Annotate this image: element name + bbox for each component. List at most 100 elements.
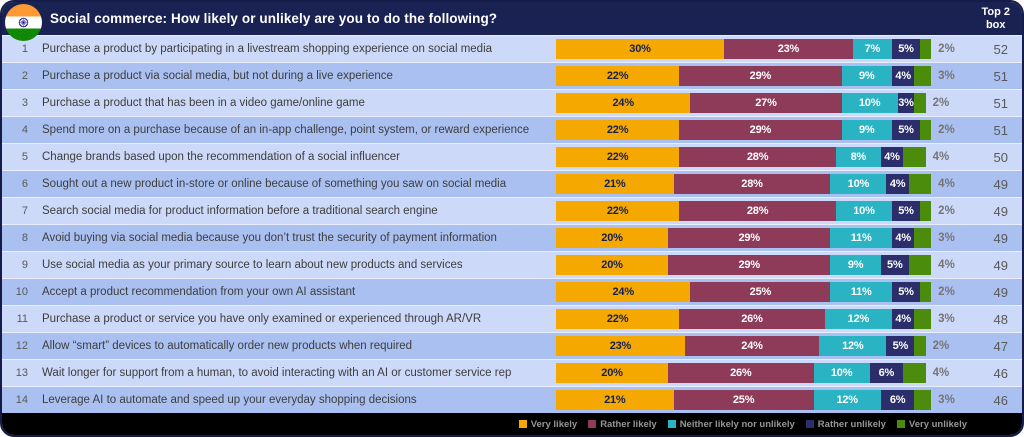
bar-segment-very-unlikely: [908, 255, 932, 275]
row-number: 11: [16, 313, 28, 325]
stacked-bar: 21% 25% 12% 6%: [556, 390, 932, 410]
very-unlikely-outside-label: 3%: [938, 232, 955, 244]
bar-segment-very-unlikely: [914, 93, 926, 113]
bar-segment-rather-unlikely: 4%: [891, 309, 915, 329]
bar-segment-rather-likely: 23%: [724, 39, 853, 59]
bar-segment-rather-unlikely: 4%: [880, 147, 904, 167]
top2-box-value: 51: [993, 95, 1008, 111]
bar-segment-very-unlikely: [919, 201, 932, 221]
top2-header-line2: box: [985, 18, 1006, 31]
bar-segment-rather-likely: 26%: [679, 309, 825, 329]
bar-segment-neither-likely-nor-unlikely: 12%: [824, 309, 892, 329]
bar-segment-rather-likely: 28%: [679, 201, 836, 221]
stacked-bar: 30% 23% 7% 5%: [556, 39, 932, 59]
bar-segment-very-unlikely: [914, 336, 926, 356]
bar-segment-very-likely: 22%: [556, 147, 680, 167]
bar-wrap: 21% 25% 12% 6% 3%: [556, 390, 968, 410]
bar-wrap: 22% 29% 9% 5% 2%: [556, 120, 968, 140]
very-unlikely-outside-label: 4%: [938, 178, 955, 190]
bar-segment-very-likely: 21%: [556, 174, 674, 194]
legend-bar: Very likely Rather likely Neither likely n…: [2, 413, 1022, 435]
bar-segment-rather-likely: 27%: [690, 93, 842, 113]
top2-box-value: 46: [993, 365, 1008, 381]
stacked-bar: 23% 24% 12% 5%: [556, 336, 926, 356]
bar-segment-very-unlikely: [903, 147, 926, 167]
top2-box-value: 51: [993, 122, 1008, 138]
table-row: 4 Spend more on a purchase because of an …: [2, 117, 1022, 143]
top2-header-line1: Top 2: [981, 5, 1010, 18]
table-row: 8 Avoid buying via social media because y…: [2, 225, 1022, 251]
bar-wrap: 23% 24% 12% 5% 2%: [556, 336, 968, 356]
stacked-bar: 22% 29% 9% 4%: [556, 66, 932, 86]
row-label: Search social media for product informat…: [42, 205, 438, 217]
bar-segment-very-likely: 23%: [556, 336, 685, 356]
header-bar: Social commerce: How likely or unlikely …: [2, 2, 1022, 35]
table-row: 6 Sought out a new product in-store or on…: [2, 171, 1022, 197]
very-unlikely-outside-label: 2%: [932, 340, 950, 352]
top2-box-value: 49: [993, 257, 1008, 273]
top2-box-value: 49: [993, 284, 1008, 300]
row-label: Allow “smart” devices to automatically o…: [42, 340, 413, 352]
legend-label: Very unlikely: [908, 418, 967, 430]
bar-segment-rather-unlikely: 4%: [886, 174, 909, 194]
legend-item-very-likely: Very likely: [518, 419, 577, 430]
row-label: Purchase a product that has been in a vi…: [42, 97, 365, 109]
bar-segment-very-unlikely: [914, 66, 932, 86]
row-number: 9: [21, 259, 28, 271]
bar-wrap: 22% 29% 9% 4% 3%: [556, 66, 968, 86]
bar-segment-neither-likely-nor-unlikely: 8%: [835, 147, 881, 167]
very-unlikely-outside-label: 3%: [938, 313, 955, 325]
row-number: 6: [21, 178, 28, 190]
row-number: 14: [15, 394, 28, 406]
very-unlikely-outside-label: 3%: [938, 394, 955, 406]
bar-wrap: 30% 23% 7% 5% 2%: [556, 39, 968, 59]
bar-segment-rather-likely: 25%: [673, 390, 814, 410]
bar-segment-rather-likely: 29%: [668, 228, 831, 248]
bar-segment-very-unlikely: [903, 363, 926, 383]
bar-segment-neither-likely-nor-unlikely: 7%: [852, 39, 892, 59]
legend-label: Rather unlikely: [817, 418, 886, 430]
very-unlikely-outside-label: 2%: [938, 124, 955, 136]
rather-unlikely-swatch-icon: [805, 420, 814, 428]
row-number: 7: [21, 205, 28, 217]
bar-segment-rather-likely: 28%: [673, 174, 831, 194]
stacked-bar: 22% 29% 9% 5%: [556, 120, 932, 140]
legend-label: Rather likely: [600, 418, 657, 430]
bar-segment-very-likely: 24%: [556, 93, 691, 113]
bar-segment-very-unlikely: [908, 174, 932, 194]
table-row: 1 Purchase a product by participating in …: [2, 36, 1022, 62]
top2-box-value: 49: [993, 176, 1008, 192]
row-label: Purchase a product by participating in a…: [42, 43, 493, 55]
bar-segment-rather-unlikely: 6%: [880, 390, 915, 410]
row-number: 12: [15, 340, 28, 352]
page-title: Social commerce: How likely or unlikely …: [50, 11, 498, 26]
bar-segment-rather-likely: 26%: [668, 363, 814, 383]
row-label: Wait longer for support from a human, to…: [42, 367, 512, 379]
bar-wrap: 24% 27% 10% 3% 2%: [556, 93, 968, 113]
bar-segment-neither-likely-nor-unlikely: 9%: [841, 120, 892, 140]
stacked-bar: 21% 28% 10% 4%: [556, 174, 932, 194]
stacked-bar: 22% 28% 10% 5%: [556, 201, 932, 221]
legend-item-rather-unlikely: Rather unlikely: [805, 418, 886, 430]
bar-segment-very-likely: 21%: [556, 390, 674, 410]
bar-segment-rather-likely: 29%: [679, 120, 842, 140]
very-unlikely-outside-label: 2%: [932, 97, 950, 109]
row-number: 5: [21, 151, 28, 163]
row-label: Purchase a product or service you have o…: [42, 313, 482, 325]
very-unlikely-outside-label: 2%: [938, 286, 955, 298]
table-row: 10 Accept a product recommendation from y…: [2, 279, 1022, 305]
table-row: 5 Change brands based upon the recommenda…: [2, 144, 1022, 170]
bar-wrap: 20% 26% 10% 6% 4%: [556, 363, 968, 383]
neither-likely-nor-unlikely-swatch-icon: [667, 420, 676, 428]
bar-wrap: 20% 29% 9% 5% 4%: [556, 255, 968, 275]
rows: 1 Purchase a product by participating in …: [2, 35, 1022, 413]
row-label: Leverage AI to automate and speed up you…: [42, 394, 417, 406]
table-row: 7 Search social media for product informa…: [2, 198, 1022, 224]
table-row: 14 Leverage AI to automate and speed up y…: [2, 387, 1022, 413]
bar-wrap: 24% 25% 11% 5% 2%: [556, 282, 968, 302]
table-row: 2 Purchase a product via social media, bu…: [2, 63, 1022, 89]
bar-segment-rather-likely: 29%: [668, 255, 831, 275]
rather-likely-swatch-icon: [588, 420, 597, 428]
top2-box-value: 50: [993, 149, 1008, 165]
bar-segment-rather-unlikely: 4%: [891, 66, 915, 86]
